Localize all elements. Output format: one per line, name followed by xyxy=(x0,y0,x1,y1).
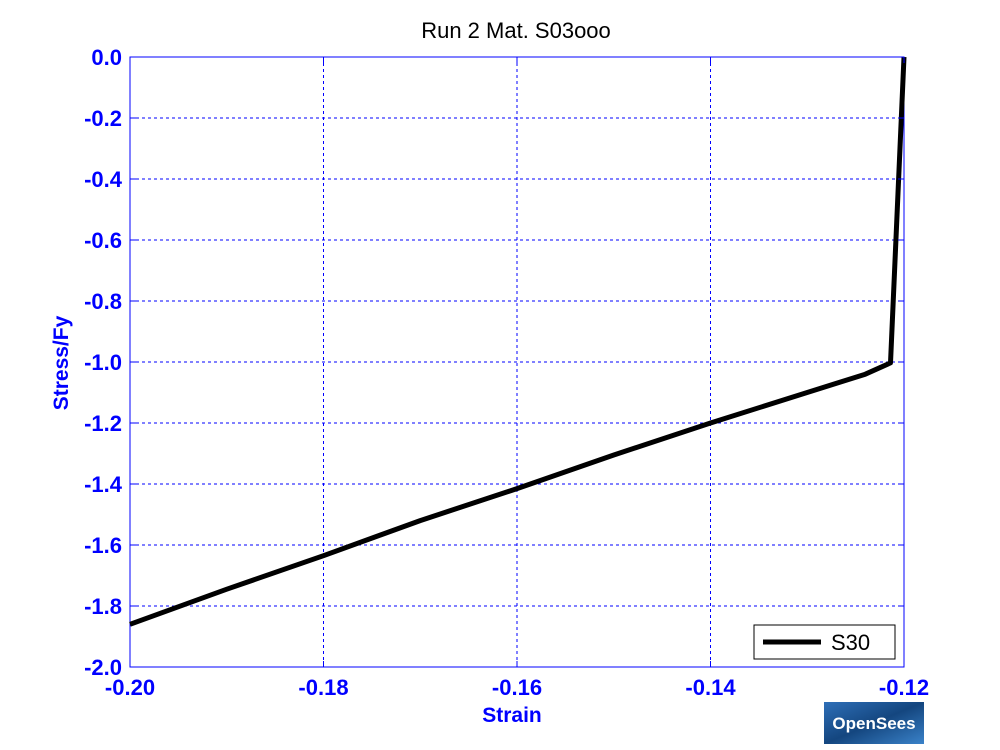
grid-lines xyxy=(130,57,904,667)
y-tick-label: -0.4 xyxy=(84,167,123,192)
y-tick-label: -1.0 xyxy=(84,350,122,375)
y-tick-label: -0.2 xyxy=(84,106,122,131)
series-line-s30 xyxy=(129,56,907,627)
y-tick-label: -1.2 xyxy=(84,411,122,436)
y-tick-label: -1.6 xyxy=(84,533,122,558)
logo-background xyxy=(824,702,924,744)
legend-label-s30: S30 xyxy=(831,630,870,655)
y-tick-label: -0.6 xyxy=(84,228,122,253)
legend: S30 xyxy=(753,624,896,660)
y-tick-label: -0.8 xyxy=(84,289,122,314)
opensees-logo: OpenSees xyxy=(824,702,924,744)
x-tick-label: -0.12 xyxy=(879,675,929,700)
x-axis-label: Strain xyxy=(482,704,542,727)
chart-title: Run 2 Mat. S03ooo xyxy=(421,18,611,43)
x-tick-label: -0.14 xyxy=(685,675,736,700)
y-tick-label: -1.8 xyxy=(84,594,122,619)
y-axis-label: Stress/Fy xyxy=(50,315,73,410)
y-tick-label: 0.0 xyxy=(91,45,122,70)
logo-text: OpenSees xyxy=(832,714,915,733)
y-tick-label: -2.0 xyxy=(84,655,122,680)
y-tick-label: -1.4 xyxy=(84,472,123,497)
series-layer xyxy=(129,56,907,627)
x-tick-label: -0.20 xyxy=(105,675,155,700)
axis-ticks: -0.20 -0.18 -0.16 -0.14 -0.12 0.0 -0.2 -0.4 -0.6… xyxy=(84,45,929,700)
x-tick-label: -0.16 xyxy=(492,675,542,700)
x-tick-label: -0.18 xyxy=(298,675,348,700)
